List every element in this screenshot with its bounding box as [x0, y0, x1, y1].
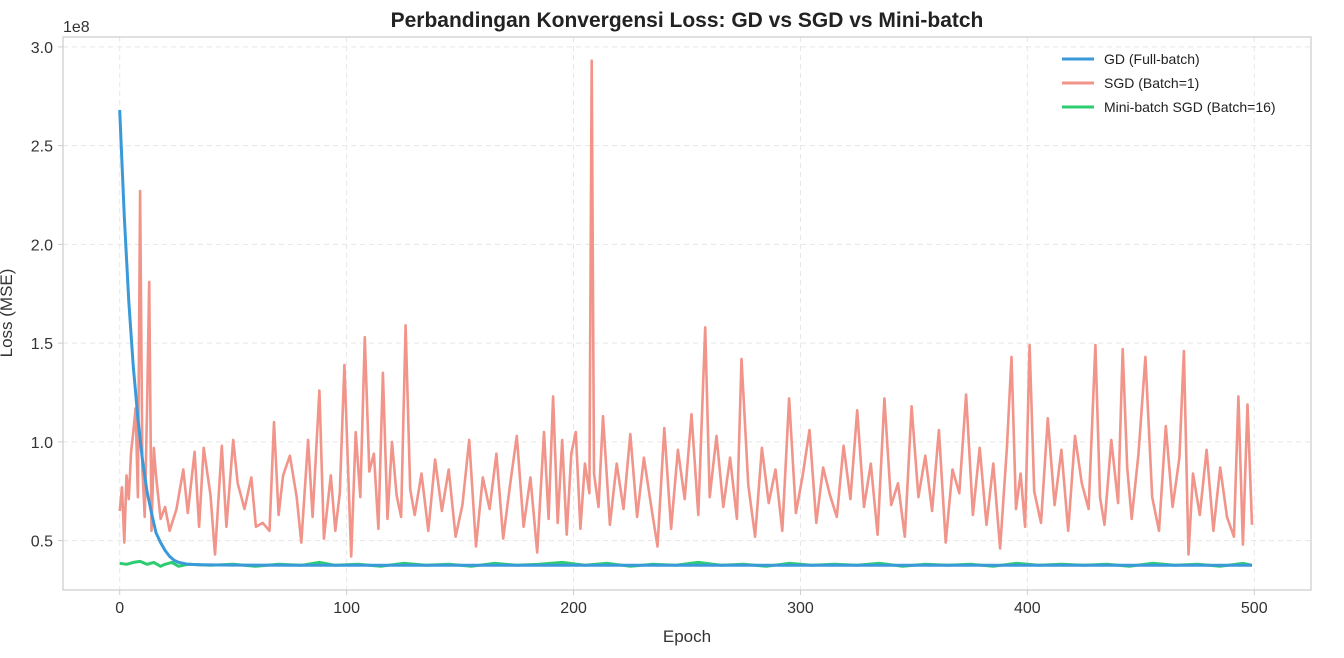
sgd-line	[118, 59, 1254, 558]
plot-area-frame	[62, 36, 1312, 591]
axis-ticks: 0 100 200 300 400 500 0.5 1.0 1.5 2.0 2.5 3.0	[31, 40, 1268, 617]
gd-line	[118, 110, 1252, 567]
grid	[63, 37, 1311, 590]
series-lines	[118, 59, 1254, 568]
chart-title: Perbandingan Konvergensi Loss: GD vs SGD…	[391, 9, 984, 32]
y-tick-label: 3.0	[31, 40, 53, 57]
x-tick-label: 200	[560, 600, 587, 617]
legend-label-minibatch: Mini-batch SGD (Batch=16)	[1104, 99, 1276, 115]
y-tick-label: 1.5	[31, 336, 53, 353]
x-tick-label: 500	[1241, 600, 1268, 617]
legend: GD (Full-batch) SGD (Batch=1) Mini-batch…	[1062, 51, 1276, 115]
y-axis-offset-label: 1e8	[63, 19, 90, 36]
x-tick-label: 0	[115, 600, 124, 617]
y-tick-label: 1.0	[31, 435, 53, 452]
legend-label-sgd: SGD (Batch=1)	[1104, 75, 1199, 91]
y-tick-label: 2.0	[31, 237, 53, 254]
x-tick-label: 300	[787, 600, 814, 617]
x-tick-label: 400	[1014, 600, 1041, 617]
x-axis-label: Epoch	[663, 627, 711, 646]
y-axis-label: Loss (MSE)	[0, 269, 16, 358]
x-tick-label: 100	[333, 600, 360, 617]
y-tick-label: 0.5	[31, 534, 53, 551]
legend-label-gd: GD (Full-batch)	[1104, 51, 1200, 67]
y-tick-label: 2.5	[31, 139, 53, 156]
